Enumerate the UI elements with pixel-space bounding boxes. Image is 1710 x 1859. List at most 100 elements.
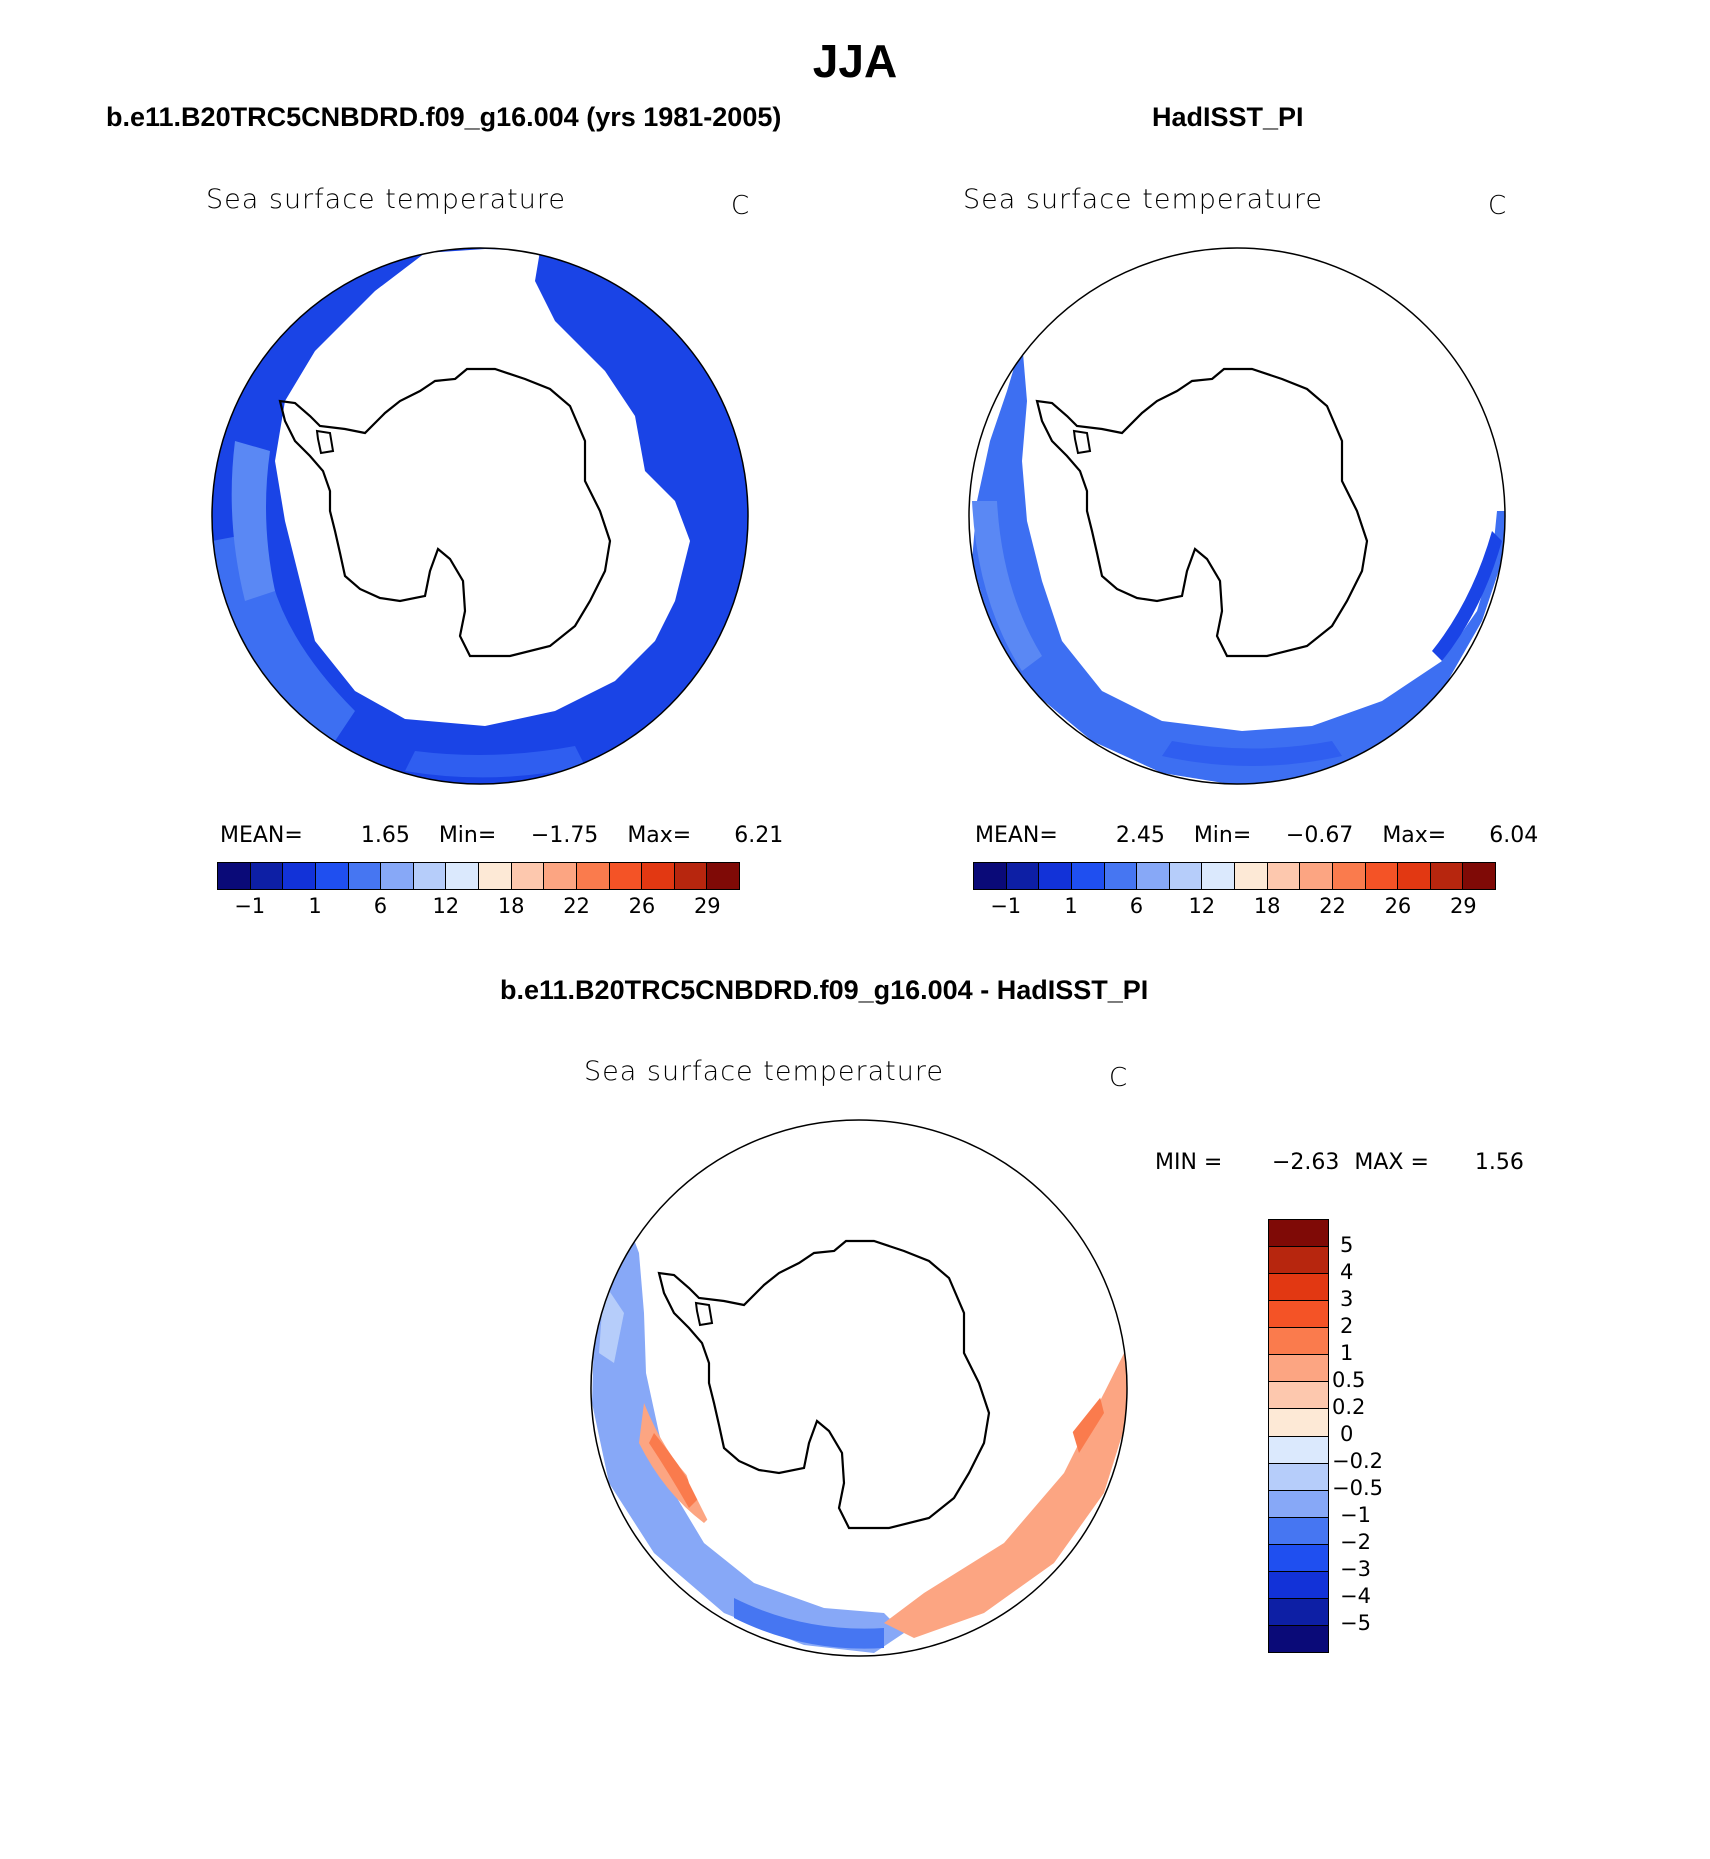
- colorbar-cell: [1137, 863, 1170, 889]
- colorbar-cell: [511, 863, 545, 889]
- obs-min-label: Min=: [1193, 823, 1252, 848]
- colorbar-cell: [1269, 1436, 1328, 1464]
- model-min-value: −1.75: [530, 823, 599, 848]
- diff-min-value: −2.63: [1271, 1150, 1340, 1175]
- obs-colorbar-cells: [973, 862, 1496, 890]
- colorbar-tick-label: −4: [1340, 1584, 1371, 1608]
- model-coastline: [278, 367, 612, 658]
- colorbar-tick-label: 18: [1253, 894, 1281, 918]
- diff-neg-region: [592, 1213, 904, 1653]
- colorbar-tick-label: 12: [432, 894, 460, 918]
- colorbar-tick-label: 26: [628, 894, 656, 918]
- colorbar-tick-label: 1: [308, 894, 322, 918]
- obs-colorbar: −1 1 6 12 18 22 26 29: [973, 862, 1496, 920]
- diff-land-mask: [652, 1125, 1124, 1603]
- colorbar-cell: [1269, 1274, 1328, 1302]
- colorbar-tick-label: 18: [497, 894, 525, 918]
- model-max-label: Max=: [627, 823, 692, 848]
- colorbar-tick-label: 29: [693, 894, 721, 918]
- model-unit-label: C: [731, 191, 750, 221]
- colorbar-tick-label: −1: [1340, 1503, 1371, 1527]
- colorbar-cell: [1267, 863, 1301, 889]
- colorbar-cell: [413, 863, 447, 889]
- diff-colorbar: 5 4 3 2 1 0.5 0.2 0 −0.2 −0.5 −1 −2 −3 −4 −5: [1268, 1219, 1383, 1653]
- colorbar-cell: [1269, 1625, 1328, 1652]
- colorbar-tick-label: −1: [990, 894, 1022, 918]
- obs-coastline: [1035, 367, 1369, 658]
- colorbar-cell: [1365, 863, 1399, 889]
- model-map: [211, 247, 749, 785]
- colorbar-cell: [707, 863, 739, 889]
- diff-panel-title: b.e11.B20TRC5CNBDRD.f09_g16.004 - HadISS…: [500, 975, 1149, 1005]
- model-panel-title: b.e11.B20TRC5CNBDRD.f09_g16.004 (yrs 198…: [106, 102, 782, 132]
- colorbar-cell: [1269, 1409, 1328, 1437]
- colorbar-cell: [1269, 1328, 1328, 1356]
- colorbar-cell: [1269, 1382, 1328, 1410]
- colorbar-tick-label: −2: [1340, 1530, 1371, 1554]
- colorbar-tick-label: 22: [563, 894, 590, 918]
- obs-map: [968, 247, 1506, 785]
- colorbar-cell: [446, 863, 479, 889]
- obs-max-label: Max=: [1382, 823, 1447, 848]
- colorbar-tick-label: 12: [1188, 894, 1216, 918]
- colorbar-cell: [1300, 863, 1333, 889]
- colorbar-cell: [1235, 863, 1268, 889]
- model-field-label: Sea surface temperature: [206, 184, 566, 215]
- colorbar-cell: [974, 863, 1007, 889]
- colorbar-tick-label: 22: [1319, 894, 1346, 918]
- colorbar-tick-label: 1: [1064, 894, 1078, 918]
- obs-colorbar-ticks: −1 1 6 12 18 22 26 29: [973, 890, 1496, 920]
- obs-unit-label: C: [1488, 191, 1507, 221]
- diff-map: [590, 1119, 1128, 1657]
- model-colorbar-cells: [217, 862, 740, 890]
- colorbar-tick-label: 5: [1340, 1233, 1354, 1257]
- colorbar-cell: [315, 863, 349, 889]
- colorbar-cell: [1463, 863, 1495, 889]
- model-mean-value: 1.65: [360, 823, 410, 848]
- colorbar-cell: [1269, 1463, 1328, 1491]
- colorbar-tick-label: 29: [1449, 894, 1477, 918]
- colorbar-cell: [1269, 1301, 1328, 1329]
- colorbar-cell: [1269, 1490, 1328, 1518]
- colorbar-tick-label: 0.2: [1332, 1395, 1366, 1419]
- colorbar-cell: [1104, 863, 1138, 889]
- obs-field-label: Sea surface temperature: [963, 184, 1323, 215]
- colorbar-cell: [576, 863, 610, 889]
- model-stats: MEAN= 1.65 Min= −1.75 Max= 6.21: [220, 823, 783, 848]
- colorbar-cell: [348, 863, 382, 889]
- colorbar-cell: [1071, 863, 1105, 889]
- colorbar-tick-label: −0.2: [1332, 1449, 1383, 1473]
- colorbar-cell: [1269, 1247, 1328, 1275]
- colorbar-cell: [1269, 1598, 1328, 1626]
- colorbar-cell: [479, 863, 512, 889]
- colorbar-tick-label: 6: [373, 894, 388, 918]
- colorbar-tick-label: −5: [1340, 1611, 1371, 1635]
- obs-max-value: 6.04: [1489, 823, 1539, 848]
- diff-stats: MIN = −2.63 MAX = 1.56: [1155, 1150, 1524, 1175]
- colorbar-cell: [674, 863, 708, 889]
- model-colorbar: −1 1 6 12 18 22 26 29: [217, 862, 740, 920]
- diff-colorbar-ticks: 5 4 3 2 1 0.5 0.2 0 −0.2 −0.5 −1 −2 −3 −4 −5: [1332, 1219, 1412, 1651]
- figure-title: JJA: [812, 35, 898, 87]
- colorbar-tick-label: 6: [1129, 894, 1144, 918]
- colorbar-cell: [1006, 863, 1040, 889]
- colorbar-tick-label: 0.5: [1332, 1368, 1366, 1392]
- colorbar-cell: [218, 863, 251, 889]
- diff-max-label: MAX =: [1354, 1150, 1429, 1175]
- colorbar-tick-label: 2: [1340, 1314, 1354, 1338]
- colorbar-cell: [642, 863, 675, 889]
- colorbar-tick-label: −0.5: [1332, 1476, 1383, 1500]
- colorbar-cell: [1398, 863, 1431, 889]
- colorbar-tick-label: 3: [1340, 1287, 1354, 1311]
- diff-coastline: [657, 1239, 991, 1530]
- colorbar-cell: [1269, 1220, 1328, 1248]
- colorbar-tick-label: 4: [1340, 1260, 1354, 1284]
- colorbar-cell: [609, 863, 643, 889]
- colorbar-tick-label: 1: [1340, 1341, 1354, 1365]
- colorbar-cell: [1269, 1544, 1328, 1572]
- colorbar-cell: [381, 863, 414, 889]
- obs-ocean: [972, 341, 1505, 784]
- colorbar-cell: [1430, 863, 1464, 889]
- colorbar-tick-label: 26: [1384, 894, 1412, 918]
- colorbar-tick-label: −3: [1340, 1557, 1371, 1581]
